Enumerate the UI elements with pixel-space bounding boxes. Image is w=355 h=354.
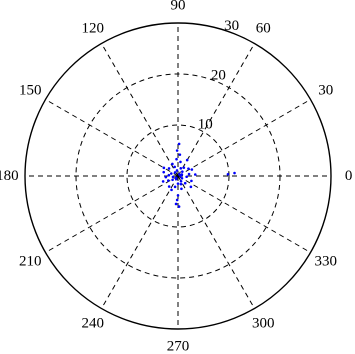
angle-spoke-240 (101, 175, 179, 309)
scatter-point (180, 173, 184, 176)
radial-tick-label-30: 30 (224, 18, 239, 34)
scatter-point (187, 172, 191, 176)
angle-spoke-60 (177, 43, 255, 177)
radial-tick-label-10: 10 (198, 117, 213, 133)
polar-grid (24, 22, 332, 330)
radial-ring-10 (126, 124, 230, 228)
scatter-point (166, 179, 170, 182)
scatter-point (180, 176, 184, 180)
scatter-point (181, 170, 184, 173)
scatter-point (187, 167, 190, 170)
scatter-point (178, 173, 181, 176)
angle-tick-label-60: 60 (256, 20, 271, 36)
scatter-point (173, 171, 177, 174)
scatter-point (178, 153, 182, 156)
angle-tick-label-210: 210 (19, 253, 42, 269)
scatter-point (177, 205, 181, 208)
angle-tick-label-30: 30 (318, 83, 333, 99)
angle-tick-label-0: 0 (345, 168, 353, 184)
angle-tick-label-270: 270 (167, 339, 190, 354)
scatter-points (161, 142, 236, 208)
scatter-point (190, 179, 193, 183)
scatter-point (176, 182, 180, 185)
scatter-point (175, 157, 178, 161)
angle-spoke-210 (45, 175, 179, 253)
scatter-point (171, 178, 174, 182)
angle-tick-label-150: 150 (19, 83, 42, 99)
scatter-point (193, 173, 197, 176)
scatter-point (179, 167, 183, 170)
scatter-point (173, 185, 177, 189)
scatter-point (180, 187, 183, 191)
angle-tick-label-240: 240 (81, 316, 104, 332)
scatter-point (169, 172, 173, 175)
scatter-point (175, 149, 179, 152)
angle-tick-label-330: 330 (314, 253, 337, 269)
scatter-point (173, 165, 176, 169)
scatter-point (176, 194, 180, 197)
scatter-point (190, 168, 194, 171)
scatter-point (161, 180, 165, 183)
scatter-point (185, 175, 188, 179)
scatter-point (171, 175, 175, 179)
angle-tick-label-90: 90 (171, 0, 186, 13)
scatter-point (162, 166, 166, 170)
angle-spoke-30 (177, 99, 311, 177)
scatter-point (179, 160, 182, 164)
scatter-point (179, 182, 183, 186)
angle-spoke-120 (101, 43, 179, 177)
scatter-point (233, 171, 236, 175)
radial-tick-label-20: 20 (211, 67, 226, 83)
scatter-point (171, 162, 174, 166)
scatter-point (167, 185, 171, 188)
scatter-point (189, 185, 193, 189)
angle-tick-label-300: 300 (252, 316, 275, 332)
scatter-point (174, 176, 178, 180)
angle-spoke-150 (45, 99, 179, 177)
scatter-point (177, 142, 181, 146)
scatter-point (164, 175, 168, 179)
radial-ring-30 (24, 22, 332, 330)
scatter-point (175, 169, 179, 172)
angle-tick-label-120: 120 (81, 20, 104, 36)
scatter-point (174, 202, 178, 206)
angle-spoke-330 (177, 175, 311, 253)
scatter-point (179, 180, 183, 183)
scatter-point (226, 172, 230, 176)
scatter-point (167, 173, 171, 177)
scatter-point (183, 181, 187, 185)
scatter-point (170, 188, 173, 192)
angle-tick-label-180: 180 (0, 168, 19, 184)
angle-spoke-300 (177, 175, 255, 309)
scatter-point (167, 167, 171, 170)
scatter-point (162, 170, 166, 174)
scatter-point (185, 158, 189, 162)
scatter-point (175, 198, 179, 202)
scatter-point (182, 166, 186, 169)
